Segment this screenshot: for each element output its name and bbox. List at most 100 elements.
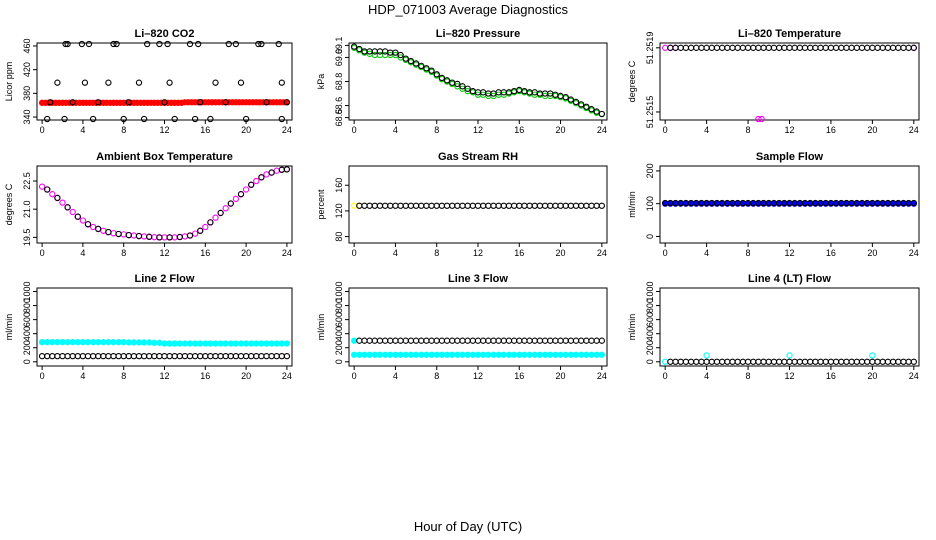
data-point (677, 358, 684, 365)
data-point (490, 351, 497, 358)
data-point (739, 44, 747, 51)
data-point (273, 353, 280, 360)
data-point (418, 337, 425, 344)
data-point (186, 353, 194, 360)
data-point (78, 40, 86, 48)
data-point (412, 351, 420, 358)
data-point (667, 44, 674, 51)
y-tick-label: 600 (22, 312, 32, 327)
figure-title: HDP_071003 Average Diagnostics (368, 2, 568, 17)
panel-3: Ambient Box Temperature 0 4 8 12 16 20 24 19.5 21… (4, 151, 293, 258)
data-point (443, 202, 451, 209)
y-tick-label: 22.5 (22, 172, 32, 190)
data-point (807, 358, 814, 365)
data-point (161, 234, 168, 241)
data-point (156, 40, 163, 48)
data-point (135, 339, 143, 346)
data-point (485, 202, 492, 209)
data-point (698, 358, 705, 365)
data-point (258, 40, 265, 48)
data-point (838, 358, 845, 365)
y-tick-label: 200 (22, 340, 32, 355)
series-line-3-average (356, 337, 605, 344)
data-point (729, 44, 736, 51)
series-box-temp-average (44, 166, 291, 241)
data-point (541, 337, 549, 344)
data-point (212, 79, 219, 86)
data-point (212, 340, 219, 347)
data-point (156, 339, 163, 346)
data-point (889, 44, 897, 51)
data-point (135, 79, 143, 86)
data-point (38, 183, 46, 190)
x-tick-label: 24 (282, 125, 292, 135)
data-point (186, 340, 194, 347)
data-point (744, 44, 752, 51)
data-point (151, 234, 158, 241)
y-tick-label: 51.2515 (645, 96, 655, 129)
data-point (905, 44, 912, 51)
data-point (130, 339, 138, 346)
data-point (662, 44, 669, 51)
data-point (64, 353, 71, 360)
data-point (536, 202, 544, 209)
data-point (356, 351, 363, 358)
data-point (237, 191, 245, 198)
x-tick-label: 4 (704, 248, 709, 258)
x-tick-label: 20 (241, 125, 251, 135)
y-tick-label: 1000 (334, 281, 344, 301)
y-tick-label: 200 (645, 163, 655, 178)
data-point (222, 340, 229, 347)
data-point (207, 340, 214, 347)
series-flow-average (662, 199, 917, 207)
data-point (682, 44, 690, 51)
data-point (662, 358, 669, 365)
data-point (578, 337, 585, 344)
data-point (682, 358, 690, 365)
data-point (516, 337, 523, 344)
data-point (110, 40, 117, 48)
x-tick-label: 12 (159, 125, 169, 135)
data-point (703, 358, 710, 365)
data-point (146, 353, 153, 360)
data-point (227, 340, 234, 347)
data-point (146, 339, 153, 346)
data-point (146, 233, 153, 240)
data-point (567, 96, 575, 103)
data-point (765, 358, 772, 365)
data-point (739, 358, 747, 365)
data-point (227, 200, 234, 207)
data-point (786, 44, 793, 51)
data-point (376, 202, 384, 209)
data-point (115, 230, 122, 238)
x-tick-label: 16 (826, 371, 836, 381)
data-point (760, 44, 767, 51)
x-tick-label: 12 (473, 125, 483, 135)
data-point (464, 351, 471, 358)
y-tick-label: 0 (22, 359, 32, 364)
data-point (567, 202, 575, 209)
data-point (253, 340, 260, 347)
x-tick-label: 12 (784, 371, 794, 381)
data-point (212, 353, 219, 360)
x-tick-label: 0 (352, 371, 357, 381)
data-point (166, 79, 173, 86)
data-point (490, 202, 497, 209)
data-point (781, 358, 788, 365)
data-point (79, 338, 87, 346)
data-point (44, 115, 51, 123)
x-tick-label: 20 (556, 125, 566, 135)
data-point (356, 202, 363, 209)
data-point (781, 44, 788, 51)
x-tick-label: 20 (867, 371, 877, 381)
x-tick-label: 0 (40, 125, 45, 135)
data-point (562, 202, 569, 209)
data-point (474, 337, 482, 344)
y-tick-label: 69.1 (334, 37, 344, 55)
data-point (283, 353, 291, 360)
x-tick-label: 0 (352, 248, 357, 258)
x-tick-label: 20 (867, 125, 877, 135)
data-point (791, 44, 798, 51)
data-point (59, 199, 66, 206)
